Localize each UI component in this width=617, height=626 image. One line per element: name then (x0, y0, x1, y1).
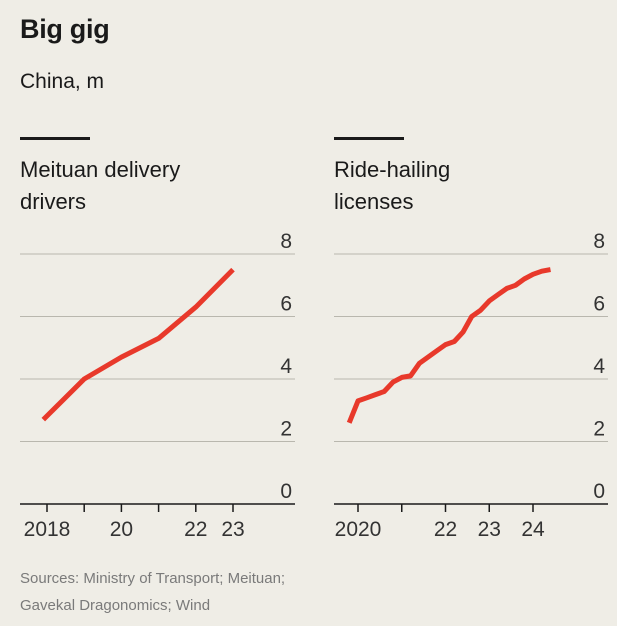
x-tick-label-right-2024: 24 (521, 518, 545, 541)
panel-rule-right (334, 137, 404, 140)
y-tick-label-right-0: 0 (593, 480, 605, 503)
panel-title-right-line1: Ride-hailing (334, 157, 451, 182)
y-tick-label-right-4: 4 (593, 355, 605, 378)
series-line-right (346, 267, 551, 424)
x-tick-label-right-2022: 22 (434, 518, 457, 541)
y-tick-label-left-4: 4 (280, 355, 292, 378)
panel-title-left-line1: Meituan delivery (20, 157, 181, 182)
y-tick-label-left-2: 2 (280, 418, 292, 441)
chart-subtitle: China, m (20, 70, 105, 93)
x-tick-label-left-2022: 22 (184, 518, 207, 541)
source-note: Sources: Ministry of Transport; Meituan;… (20, 565, 285, 619)
y-tick-label-left-6: 6 (280, 293, 292, 316)
x-tick-label-right-2020: 2020 (335, 518, 382, 541)
panel-rule-left (20, 137, 90, 140)
panel-title-right: Ride-hailing licenses (334, 154, 594, 218)
y-tick-label-left-8: 8 (280, 230, 292, 253)
x-tick-label-left-2023: 23 (221, 518, 244, 541)
x-tick-label-right-2023: 23 (478, 518, 501, 541)
panel-title-left: Meituan delivery drivers (20, 154, 280, 218)
y-tick-label-right-6: 6 (593, 293, 605, 316)
x-tick-label-left-2020: 20 (110, 518, 133, 541)
source-line-1: Sources: Ministry of Transport; Meituan; (20, 570, 286, 587)
source-line-2: Gavekal Dragonomics; Wind (20, 597, 211, 614)
y-tick-label-right-2: 2 (593, 418, 605, 441)
panel-title-left-line2: drivers (20, 189, 87, 214)
x-tick-label-left-2018: 2018 (24, 518, 71, 541)
y-tick-label-right-8: 8 (593, 230, 605, 253)
series-line-left (41, 267, 235, 422)
y-tick-label-left-0: 0 (280, 480, 292, 503)
panel-title-right-line2: licenses (334, 189, 414, 214)
chart-title: Big gig (20, 14, 110, 44)
